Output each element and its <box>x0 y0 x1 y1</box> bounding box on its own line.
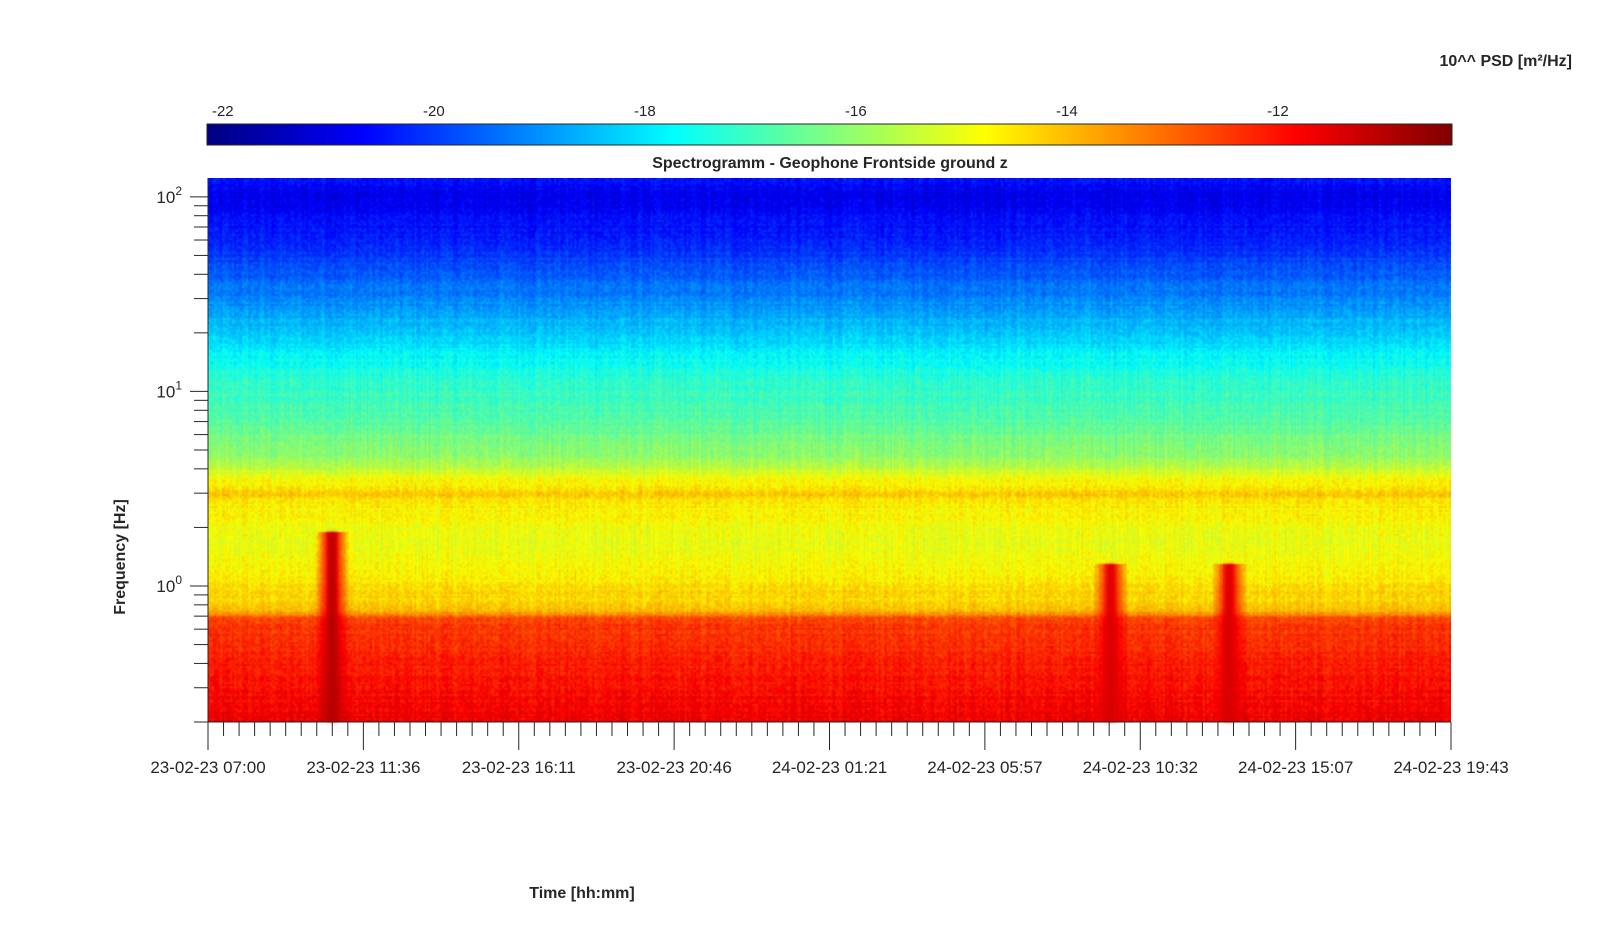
y-axis-label: Frequency [Hz] <box>112 499 129 615</box>
x-axis-label: Time [hh:mm] <box>529 885 634 902</box>
colorbar-bar <box>206 123 1453 146</box>
spectrogram-plot-area <box>208 178 1451 722</box>
y-tick-label: 101 <box>156 378 182 401</box>
y-tick-label: 100 <box>156 573 182 596</box>
chart-title: Spectrogramm - Geophone Frontside ground… <box>652 155 1008 172</box>
y-axis: 100 101 102 <box>156 178 209 723</box>
colorbar-tick-label: -12 <box>1267 103 1289 120</box>
x-axis: 23-02-23 07:00 23-02-23 11:36 23-02-23 16:… <box>150 721 1509 777</box>
colorbar: -22 -20 -18 -16 -14 -12 <box>206 103 1453 146</box>
spectrogram-texture <box>208 178 1451 722</box>
x-tick-label: 23-02-23 11:36 <box>306 758 420 777</box>
y-tick-label: 102 <box>156 184 182 207</box>
x-tick-label: 23-02-23 16:11 <box>462 758 576 777</box>
x-tick-label: 24-02-23 01:21 <box>772 758 887 777</box>
event-mark <box>1224 563 1235 722</box>
colorbar-tick-label: -20 <box>423 103 445 120</box>
x-tick-label: 24-02-23 10:32 <box>1083 758 1198 777</box>
colorbar-label: 10^^ PSD [m²/Hz] <box>1440 53 1572 70</box>
x-tick-label: 23-02-23 07:00 <box>150 758 265 777</box>
event-mark <box>327 531 338 722</box>
colorbar-tick-label: -22 <box>212 103 234 120</box>
x-tick-label: 24-02-23 15:07 <box>1238 758 1353 777</box>
x-tick-label: 24-02-23 19:43 <box>1393 758 1508 777</box>
colorbar-tick-label: -16 <box>845 103 867 120</box>
event-mark <box>1105 563 1116 722</box>
colorbar-tick-label: -14 <box>1056 103 1078 120</box>
x-tick-label: 24-02-23 05:57 <box>927 758 1042 777</box>
x-tick-label: 23-02-23 20:46 <box>616 758 731 777</box>
colorbar-tick-label: -18 <box>634 103 656 120</box>
